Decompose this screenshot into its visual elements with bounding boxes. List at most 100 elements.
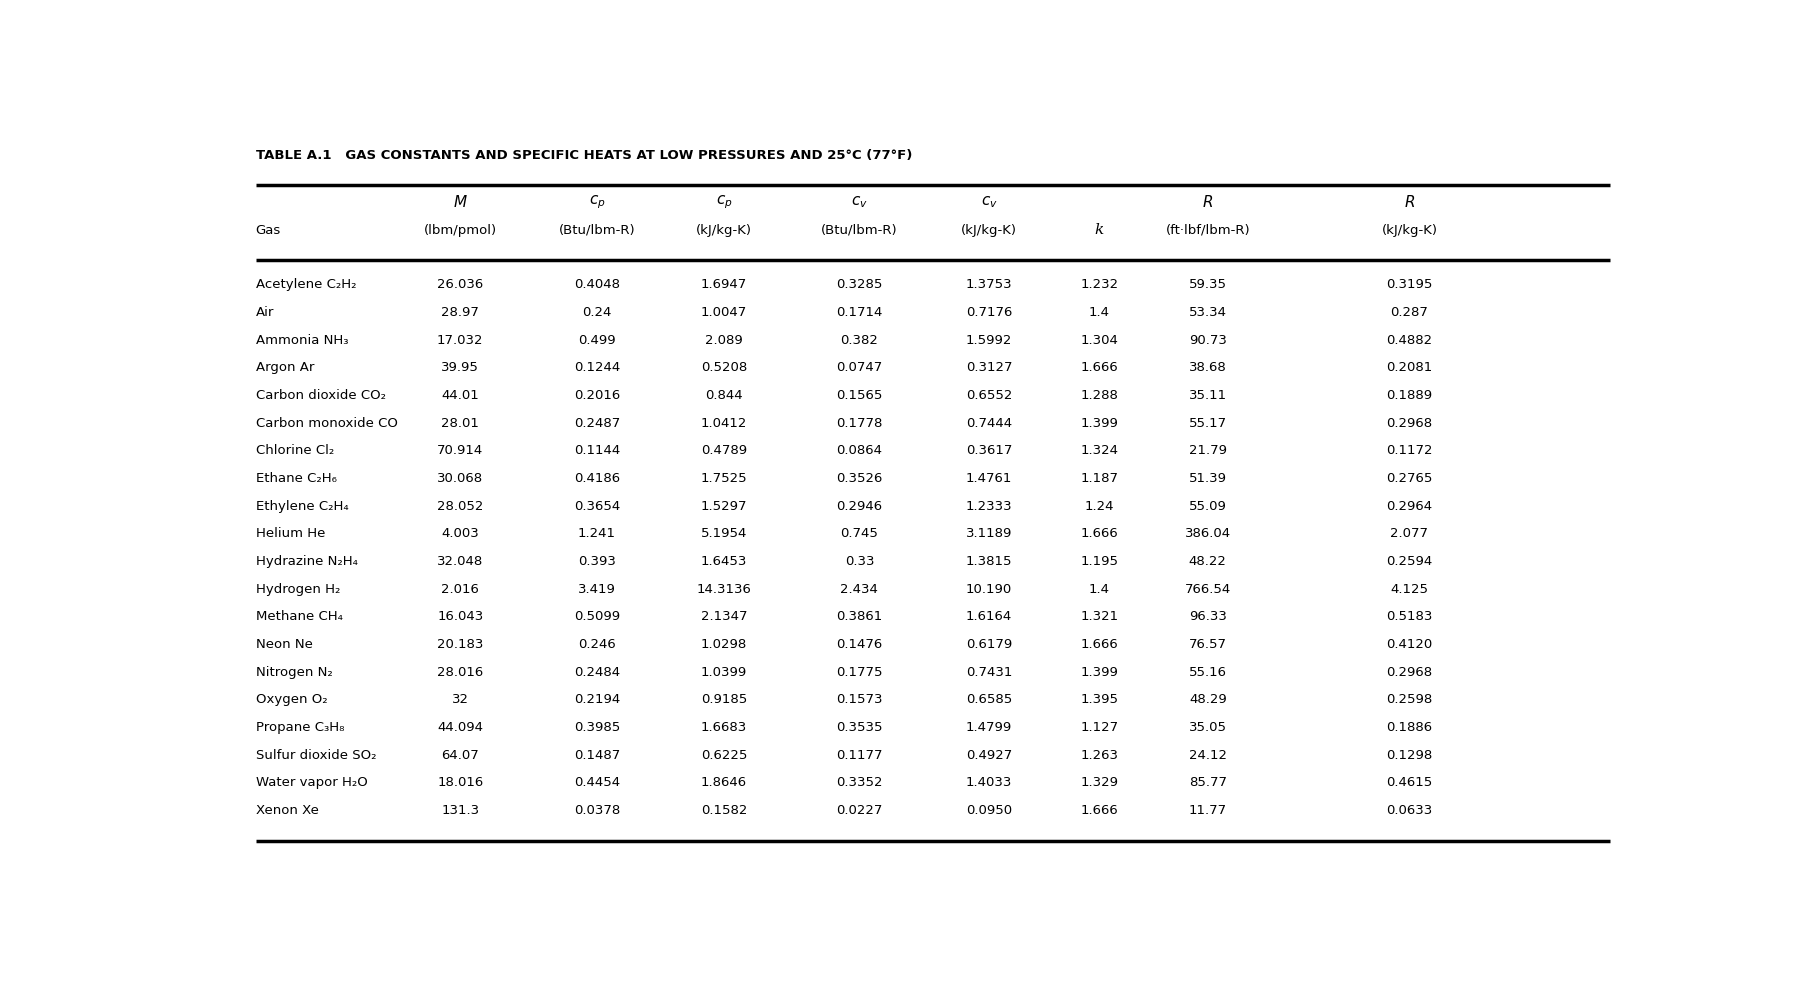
Text: (ft·lbf/lbm-R): (ft·lbf/lbm-R) [1165,224,1250,237]
Text: 0.0633: 0.0633 [1387,804,1432,817]
Text: 76.57: 76.57 [1188,638,1227,651]
Text: 30.068: 30.068 [437,472,484,485]
Text: 0.6225: 0.6225 [701,748,748,761]
Text: 0.0227: 0.0227 [835,804,883,817]
Text: Argon Ar: Argon Ar [255,361,315,374]
Text: 55.09: 55.09 [1188,500,1227,513]
Text: 10.190: 10.190 [966,583,1012,596]
Text: 0.4048: 0.4048 [573,278,621,291]
Text: 1.24: 1.24 [1085,500,1114,513]
Text: Ammonia NH₃: Ammonia NH₃ [255,333,348,347]
Text: 0.0950: 0.0950 [966,804,1012,817]
Text: 32.048: 32.048 [437,555,484,568]
Text: 1.195: 1.195 [1081,555,1117,568]
Text: 0.1886: 0.1886 [1387,722,1432,735]
Text: 0.4454: 0.4454 [573,776,621,789]
Text: 3.419: 3.419 [579,583,615,596]
Text: $M$: $M$ [453,194,468,210]
Text: 1.395: 1.395 [1081,694,1117,707]
Text: 1.8646: 1.8646 [701,776,746,789]
Text: 386.04: 386.04 [1185,528,1230,541]
Text: 18.016: 18.016 [437,776,484,789]
Text: 0.1775: 0.1775 [835,666,883,679]
Text: 1.399: 1.399 [1081,417,1117,430]
Text: 0.4615: 0.4615 [1387,776,1432,789]
Text: Propane C₃H₈: Propane C₃H₈ [255,722,344,735]
Text: 0.745: 0.745 [841,528,879,541]
Text: $c_p$: $c_p$ [588,194,606,211]
Text: (kJ/kg-K): (kJ/kg-K) [695,224,752,237]
Text: 0.499: 0.499 [579,333,615,347]
Text: Water vapor H₂O: Water vapor H₂O [255,776,368,789]
Text: 1.666: 1.666 [1081,528,1117,541]
Text: 1.3815: 1.3815 [966,555,1012,568]
Text: 1.5297: 1.5297 [701,500,748,513]
Text: 2.016: 2.016 [440,583,479,596]
Text: 0.1714: 0.1714 [835,306,883,319]
Text: 0.9185: 0.9185 [701,694,748,707]
Text: 0.393: 0.393 [579,555,615,568]
Text: 21.79: 21.79 [1188,444,1227,457]
Text: 35.05: 35.05 [1188,722,1227,735]
Text: 0.4927: 0.4927 [966,748,1012,761]
Text: 0.3985: 0.3985 [573,722,621,735]
Text: $c_v$: $c_v$ [981,195,997,210]
Text: 0.0378: 0.0378 [573,804,621,817]
Text: 0.2598: 0.2598 [1387,694,1432,707]
Text: 0.1144: 0.1144 [573,444,621,457]
Text: (kJ/kg-K): (kJ/kg-K) [1381,224,1438,237]
Text: $c_v$: $c_v$ [852,195,868,210]
Text: 64.07: 64.07 [442,748,479,761]
Text: 1.6164: 1.6164 [966,611,1012,624]
Text: 1.127: 1.127 [1079,722,1117,735]
Text: 0.6585: 0.6585 [966,694,1012,707]
Text: 0.246: 0.246 [579,638,615,651]
Text: 0.1487: 0.1487 [573,748,621,761]
Text: 20.183: 20.183 [437,638,484,651]
Text: TABLE A.1   GAS CONSTANTS AND SPECIFIC HEATS AT LOW PRESSURES AND 25°C (77°F): TABLE A.1 GAS CONSTANTS AND SPECIFIC HEA… [255,149,912,162]
Text: 0.287: 0.287 [1390,306,1429,319]
Text: 38.68: 38.68 [1188,361,1227,374]
Text: 0.1172: 0.1172 [1387,444,1432,457]
Text: 0.2081: 0.2081 [1387,361,1432,374]
Text: $c_p$: $c_p$ [715,194,732,211]
Text: 1.666: 1.666 [1081,361,1117,374]
Text: 0.1582: 0.1582 [701,804,748,817]
Text: 48.29: 48.29 [1188,694,1227,707]
Text: Helium He: Helium He [255,528,326,541]
Text: 28.016: 28.016 [437,666,484,679]
Text: 1.0399: 1.0399 [701,666,748,679]
Text: Chlorine Cl₂: Chlorine Cl₂ [255,444,333,457]
Text: 85.77: 85.77 [1188,776,1227,789]
Text: 0.4882: 0.4882 [1387,333,1432,347]
Text: 1.7525: 1.7525 [701,472,748,485]
Text: 96.33: 96.33 [1188,611,1227,624]
Text: 0.6179: 0.6179 [966,638,1012,651]
Text: 0.2016: 0.2016 [573,389,621,402]
Text: (lbm/pmol): (lbm/pmol) [424,224,497,237]
Text: 1.2333: 1.2333 [966,500,1012,513]
Text: 44.01: 44.01 [442,389,479,402]
Text: 1.263: 1.263 [1081,748,1117,761]
Text: 0.3654: 0.3654 [573,500,621,513]
Text: 0.1298: 0.1298 [1387,748,1432,761]
Text: 0.1244: 0.1244 [573,361,621,374]
Text: (Btu/lbm-R): (Btu/lbm-R) [559,224,635,237]
Text: 0.24: 0.24 [582,306,612,319]
Text: 0.2487: 0.2487 [573,417,621,430]
Text: 0.5099: 0.5099 [573,611,621,624]
Text: 4.125: 4.125 [1390,583,1429,596]
Text: 2.089: 2.089 [704,333,743,347]
Text: 1.329: 1.329 [1081,776,1117,789]
Text: 1.6453: 1.6453 [701,555,748,568]
Text: 1.187: 1.187 [1081,472,1117,485]
Text: 32: 32 [451,694,470,707]
Text: 1.241: 1.241 [579,528,615,541]
Text: Hydrazine N₂H₄: Hydrazine N₂H₄ [255,555,357,568]
Text: 48.22: 48.22 [1188,555,1227,568]
Text: 0.2594: 0.2594 [1387,555,1432,568]
Text: 0.3127: 0.3127 [966,361,1012,374]
Text: 0.3526: 0.3526 [835,472,883,485]
Text: Neon Ne: Neon Ne [255,638,313,651]
Text: (kJ/kg-K): (kJ/kg-K) [961,224,1017,237]
